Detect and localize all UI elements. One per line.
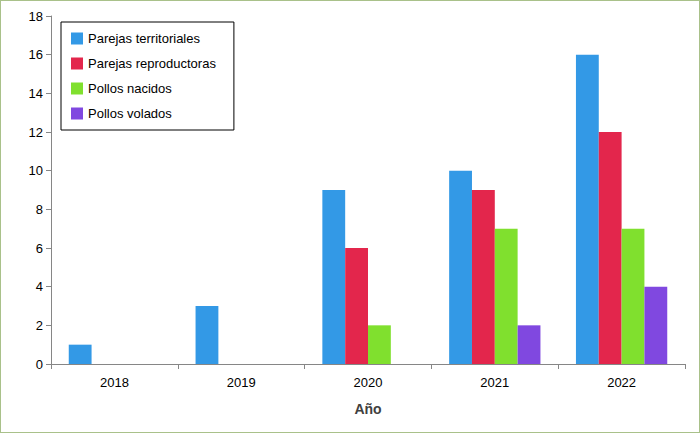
svg-text:12: 12	[29, 125, 43, 140]
svg-text:8: 8	[36, 202, 43, 217]
svg-text:0: 0	[36, 357, 43, 372]
svg-text:4: 4	[36, 279, 43, 294]
svg-text:2: 2	[36, 318, 43, 333]
svg-text:2019: 2019	[227, 375, 256, 390]
svg-text:Pollos nacidos: Pollos nacidos	[88, 81, 172, 96]
svg-text:Parejas reproductoras: Parejas reproductoras	[88, 56, 216, 71]
svg-text:6: 6	[36, 241, 43, 256]
svg-text:2020: 2020	[354, 375, 383, 390]
svg-text:Pollos volados: Pollos volados	[88, 106, 172, 121]
svg-text:18: 18	[29, 9, 43, 24]
svg-text:14: 14	[29, 86, 43, 101]
svg-text:2022: 2022	[607, 375, 636, 390]
svg-text:2021: 2021	[480, 375, 509, 390]
svg-text:Año: Año	[354, 401, 381, 417]
svg-text:10: 10	[29, 163, 43, 178]
svg-text:16: 16	[29, 47, 43, 62]
svg-text:2018: 2018	[100, 375, 129, 390]
svg-text:Parejas territoriales: Parejas territoriales	[88, 31, 200, 46]
